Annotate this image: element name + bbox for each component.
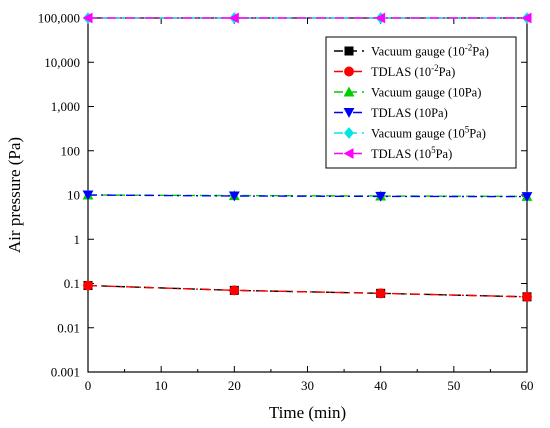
x-tick-label: 10 (155, 378, 168, 393)
y-tick-label: 0.001 (51, 365, 80, 380)
y-tick-label: 10,000 (44, 55, 80, 70)
y-tick-label: 10 (67, 188, 80, 203)
series-1 (84, 281, 532, 301)
x-tick-label: 60 (521, 378, 534, 393)
legend-label: TDLAS (10-2Pa) (371, 63, 455, 79)
y-axis-title: Air pressure (Pa) (5, 137, 24, 253)
legend: Vacuum gauge (10-2Pa)TDLAS (10-2Pa)Vacuu… (326, 37, 516, 168)
series-line (88, 195, 527, 197)
legend-label: TDLAS (10Pa) (371, 106, 448, 120)
x-tick-label: 40 (374, 378, 387, 393)
data-point (376, 288, 386, 298)
y-tick-label: 100 (61, 143, 81, 158)
x-axis-title: Time (min) (269, 403, 346, 422)
legend-label: TDLAS (105Pa) (371, 145, 452, 161)
data-point (83, 281, 93, 291)
y-tick-label: 0.01 (57, 320, 80, 335)
data-point (229, 285, 239, 295)
y-tick-label: 0.1 (64, 276, 80, 291)
x-tick-label: 50 (447, 378, 460, 393)
legend-label: Vacuum gauge (10Pa) (371, 86, 481, 100)
y-tick-label: 100,000 (38, 11, 80, 26)
x-tick-label: 20 (228, 378, 241, 393)
x-tick-label: 0 (85, 378, 92, 393)
x-tick-label: 30 (301, 378, 314, 393)
y-tick-label: 1 (74, 232, 81, 247)
series-2 (83, 281, 532, 302)
data-point (344, 67, 354, 77)
data-point (522, 292, 532, 302)
series-4 (83, 191, 533, 203)
y-tick-label: 1,000 (51, 99, 80, 114)
legend-label: Vacuum gauge (105Pa) (371, 125, 486, 141)
data-point (345, 47, 354, 56)
series-line (88, 286, 527, 297)
